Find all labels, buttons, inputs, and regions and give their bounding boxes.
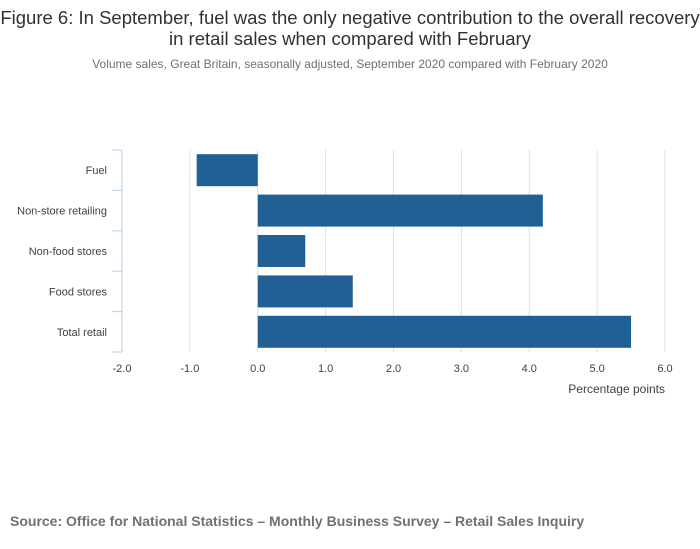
x-tick-label: 0.0: [250, 363, 265, 375]
chart-subtitle: Volume sales, Great Britain, seasonally …: [92, 57, 608, 71]
category-label: Total retail: [57, 327, 107, 339]
x-tick-label: 6.0: [657, 363, 672, 375]
x-axis-title: Percentage points: [568, 382, 665, 396]
x-tick-label: -2.0: [113, 363, 132, 375]
category-label: Fuel: [86, 165, 107, 177]
x-tick-label: -1.0: [180, 363, 199, 375]
bar: [257, 235, 306, 267]
bar: [257, 275, 353, 308]
category-label: Food stores: [49, 286, 108, 298]
x-tick-label: 1.0: [318, 363, 333, 375]
chart-title: Figure 6: In September, fuel was the onl…: [0, 7, 700, 49]
x-tick-label: 5.0: [589, 363, 604, 375]
x-tick-label: 4.0: [522, 363, 537, 375]
x-tick-label: 3.0: [454, 363, 469, 375]
x-tick-label: 2.0: [386, 363, 401, 375]
bar: [257, 315, 632, 348]
category-label: Non-store retailing: [17, 206, 107, 218]
source-note: Source: Office for National Statistics –…: [10, 513, 585, 529]
bar: [196, 154, 258, 187]
bar: [257, 194, 543, 227]
category-label: Non-food stores: [29, 246, 108, 258]
